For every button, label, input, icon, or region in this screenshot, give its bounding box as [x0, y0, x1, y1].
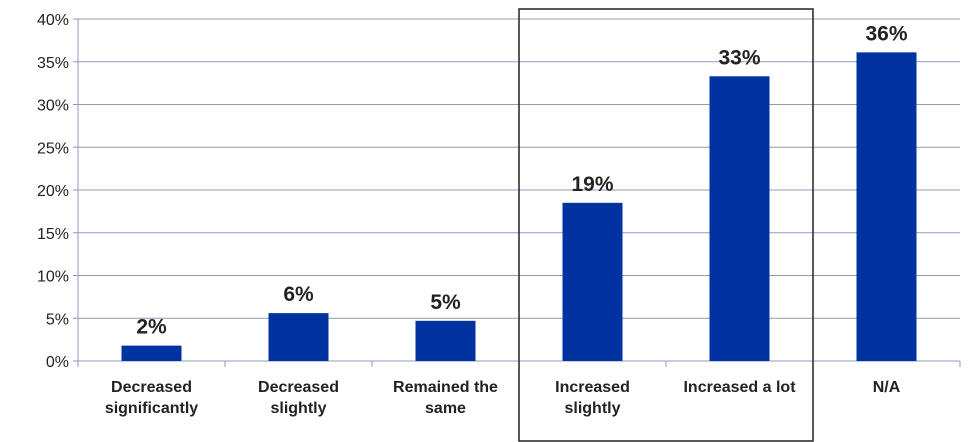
category-label: Increased a lot [683, 379, 796, 396]
bar [415, 320, 476, 361]
data-labels: 2% 6% 5% 19% 33% 36% [136, 22, 908, 338]
bar [709, 76, 770, 361]
y-tick-label: 10% [37, 269, 69, 286]
y-tick-label: 25% [37, 140, 69, 157]
category-label: Decreased significantly [105, 379, 198, 417]
data-label: 5% [430, 291, 461, 314]
bar [121, 345, 182, 361]
category-label: Remained the same [393, 379, 498, 417]
category-label: N/A [873, 379, 901, 396]
y-tick-label: 35% [37, 55, 69, 72]
y-tick-label: 5% [46, 311, 69, 328]
y-tick-label: 40% [37, 12, 69, 29]
data-label: 33% [718, 46, 760, 69]
category-labels: Decreased significantly Decreased slightly R… [105, 379, 901, 417]
data-label: 19% [571, 173, 613, 196]
category-label: Decreased slightly [258, 379, 339, 417]
y-tick-label: 20% [37, 183, 69, 200]
highlight-box-rect [518, 8, 814, 442]
data-label: 36% [865, 22, 907, 45]
y-tick-label: 0% [46, 354, 69, 371]
data-label: 6% [283, 283, 314, 306]
bar [268, 313, 329, 361]
y-axis-ticks: 0% 5% 10% 15% 20% 25% 30% 35% 40% [37, 12, 78, 371]
bar [856, 52, 917, 361]
highlight-box [518, 8, 814, 442]
y-tick-label: 15% [37, 226, 69, 243]
bar [562, 202, 623, 361]
bars [121, 52, 917, 361]
category-label: Increased slightly [555, 379, 630, 417]
data-label: 2% [136, 316, 167, 339]
y-tick-label: 30% [37, 98, 69, 115]
